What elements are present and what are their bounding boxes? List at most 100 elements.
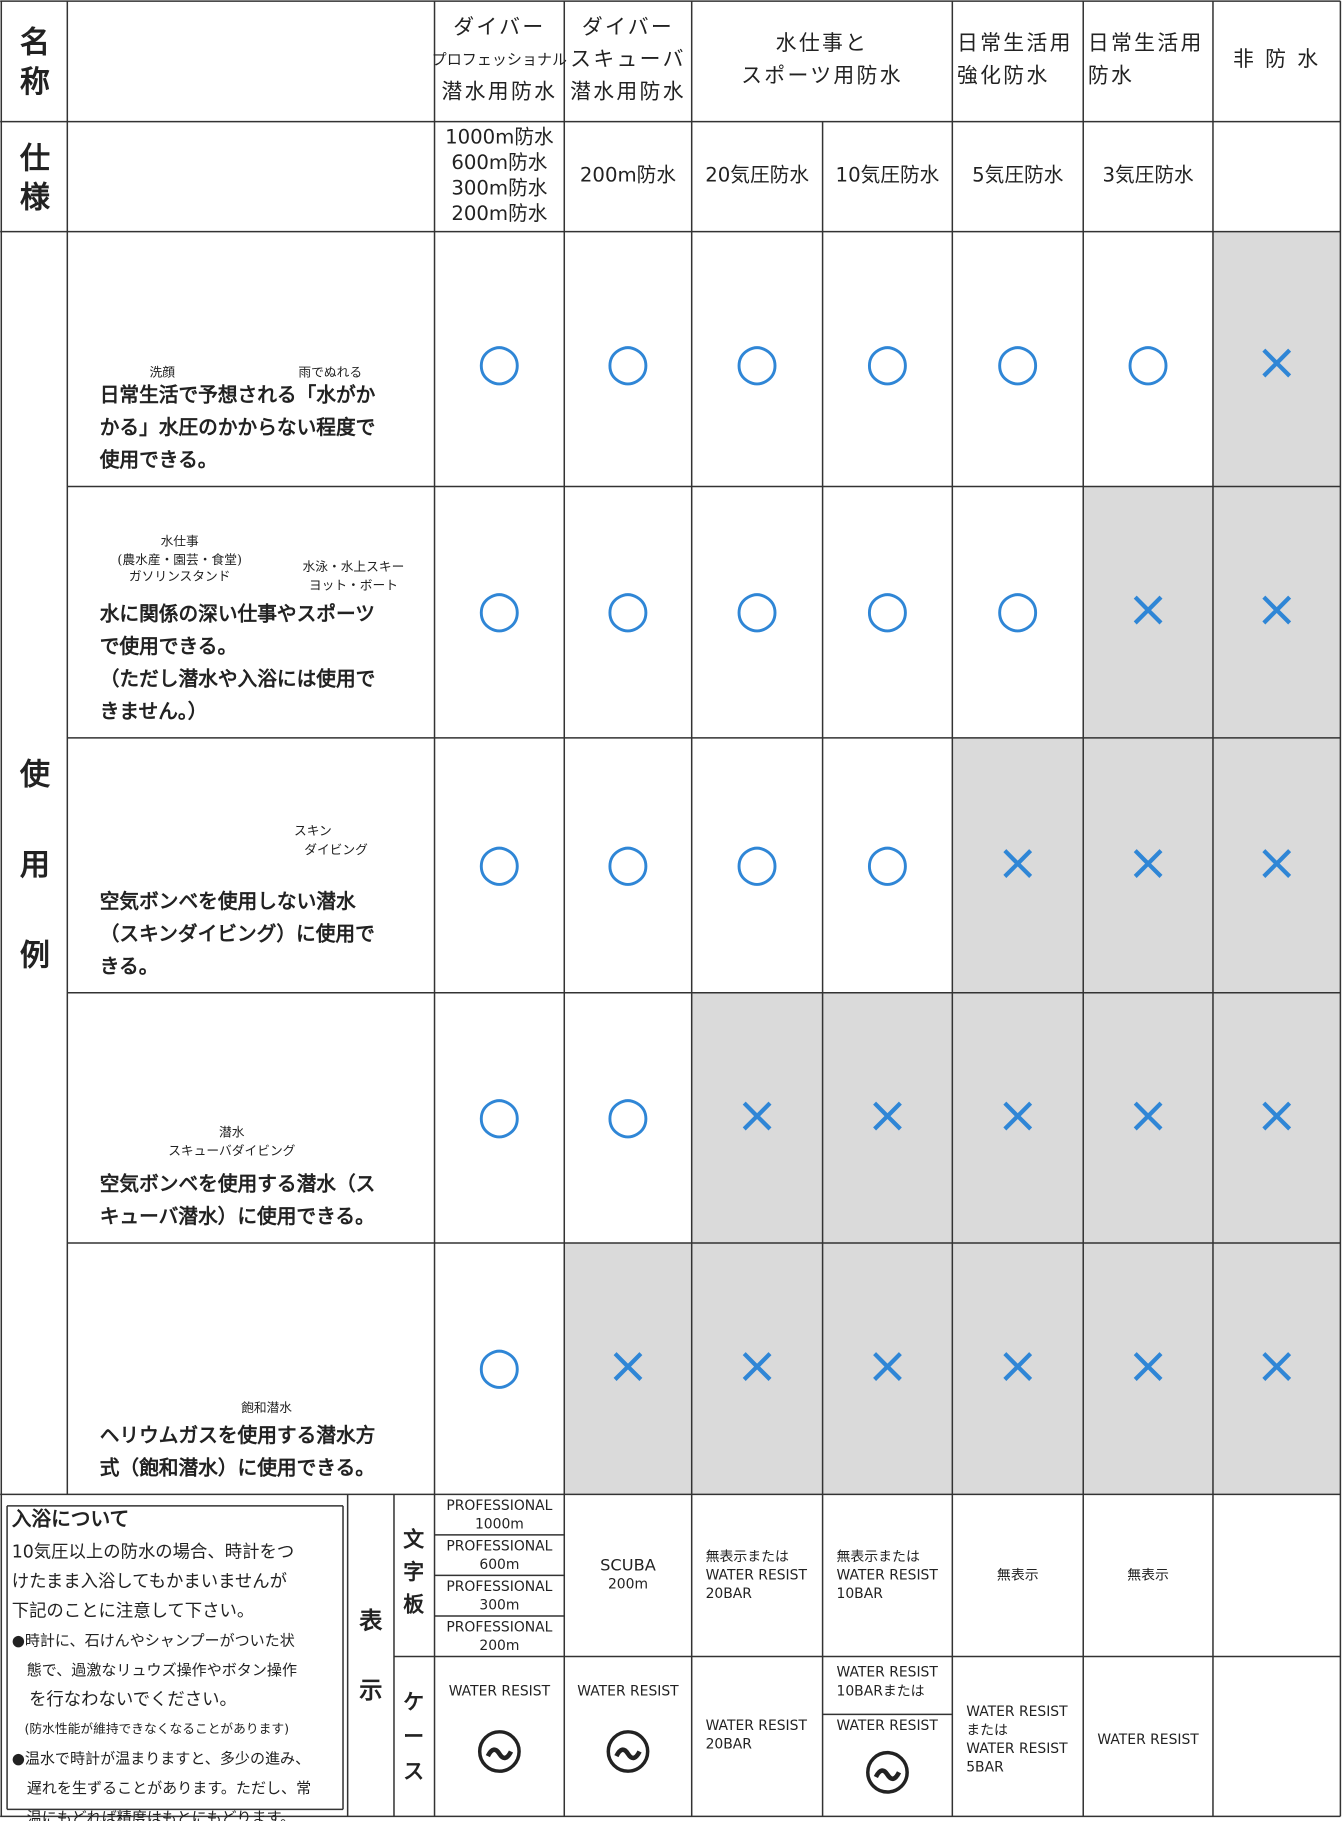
dial-text: 無表示または (836, 1549, 919, 1565)
caption: ダイビング (304, 843, 368, 858)
case-text: WATER RESIST (706, 1718, 808, 1734)
spec: 1000m防水 (445, 125, 554, 148)
column-name: 日常生活用 (1088, 31, 1204, 55)
suitability-mark: × (1127, 580, 1170, 639)
dial-text: 600m (479, 1557, 519, 1573)
usage-description: 空気ボンベを使用しない潜水 (100, 890, 356, 913)
usage-description: ヘリウムガスを使用する潜水方 (100, 1424, 376, 1447)
spec: 10気圧防水 (836, 164, 940, 187)
dial-text: PROFESSIONAL (446, 1620, 552, 1636)
spec: 200m防水 (580, 164, 676, 187)
note-line: ●時計に、石けんやシャンプーがついた状 (12, 1631, 295, 1649)
suitability-mark: × (1127, 1086, 1170, 1145)
case-text: または (966, 1723, 1008, 1739)
side-label: ス (403, 1759, 424, 1783)
caption: スキン (294, 824, 332, 839)
case-text: 5BAR (966, 1760, 1004, 1776)
suitability-mark: ○ (606, 580, 650, 639)
caption: ヨット・ボート (309, 579, 398, 594)
usage-description: 水に関係の深い仕事やスポーツ (100, 603, 375, 626)
side-label: 例 (20, 938, 50, 973)
shade (564, 1242, 692, 1495)
dial-text: 200m (608, 1577, 648, 1593)
spec: 200m防水 (451, 202, 547, 225)
case-text: 20BAR (706, 1737, 753, 1753)
caption: (農水産・園芸・食堂) (117, 552, 242, 568)
note-line: 温にもどれば精度はもとにもどります。 (12, 1809, 295, 1821)
column-name: 日常生活用 (957, 31, 1073, 55)
case-text: 10BARまたは (836, 1683, 924, 1699)
usage-description: （スキンダイビング）に使用で (100, 922, 375, 945)
suitability-mark: × (866, 1086, 909, 1145)
column-name: 強化防水 (957, 63, 1050, 87)
suitability-mark: × (1255, 833, 1298, 892)
suitability-mark: ○ (477, 333, 521, 392)
shade (952, 737, 1084, 1495)
side-label: 文 (403, 1528, 424, 1552)
suitability-mark: × (1127, 1337, 1170, 1396)
usage-description: 空気ボンベを使用する潜水（ス (100, 1173, 376, 1196)
usage-description: キューバ潜水）に使用できる。 (100, 1205, 375, 1228)
side-label: ケ (403, 1690, 424, 1714)
dial-text: 300m (479, 1598, 519, 1614)
spec: 5気圧防水 (972, 164, 1064, 187)
suitability-mark: × (736, 1086, 779, 1145)
column-name: スポーツ用防水 (741, 63, 903, 87)
dial-text: 1000m (475, 1516, 524, 1532)
side-label: 板 (403, 1593, 424, 1617)
suitability-mark: × (736, 1337, 779, 1396)
side-label: 表 (359, 1608, 383, 1634)
spec: 20気圧防水 (705, 164, 809, 187)
column-name: 潜水用防水 (441, 80, 557, 104)
case-emblem-wave (485, 1747, 514, 1761)
suitability-mark: ○ (606, 833, 650, 892)
usage-description: 使用できる。 (99, 449, 218, 472)
suitability-mark: × (996, 1086, 1039, 1145)
suitability-mark: ○ (477, 1086, 521, 1145)
suitability-mark: × (1255, 1337, 1298, 1396)
caption: 雨でぬれる (298, 366, 362, 381)
spec: 600m防水 (451, 151, 547, 174)
column-name: 潜水用防水 (570, 80, 686, 104)
dial-text: 10BAR (836, 1586, 883, 1602)
suitability-mark: × (866, 1337, 909, 1396)
suitability-mark: ○ (735, 580, 779, 639)
suitability-mark: × (1255, 580, 1298, 639)
caption: 飽和潜水 (241, 1401, 292, 1416)
caption: 潜水 (219, 1125, 245, 1140)
suitability-mark: ○ (477, 833, 521, 892)
suitability-mark: × (996, 833, 1039, 892)
note-line: ●温水で時計が温まりますと、多少の進み、 (12, 1750, 310, 1768)
suitability-mark: × (1255, 333, 1298, 392)
suitability-mark: ○ (477, 1337, 521, 1396)
suitability-mark: ○ (865, 580, 909, 639)
case-text: WATER RESIST (966, 1704, 1068, 1720)
dial-text: SCUBA (600, 1556, 656, 1575)
side-label: 示 (359, 1678, 382, 1704)
column-name: 水仕事と (776, 31, 869, 55)
suitability-mark: ○ (606, 1086, 650, 1145)
dial-text: PROFESSIONAL (446, 1538, 552, 1554)
suitability-mark: ○ (606, 333, 650, 392)
suitability-mark: ○ (996, 333, 1040, 392)
dial-text: WATER RESIST (836, 1567, 938, 1583)
side-label: 名 (20, 26, 50, 61)
suitability-mark: ○ (865, 833, 909, 892)
note-title: 入浴について (12, 1507, 130, 1530)
usage-description: きる。 (100, 955, 159, 978)
usage-description: きません。） (100, 700, 208, 723)
dial-text: 20BAR (706, 1586, 753, 1602)
case-emblem-wave (614, 1747, 642, 1761)
usage-description: 式（飽和潜水）に使用できる。 (100, 1456, 375, 1479)
case-text: WATER RESIST (966, 1741, 1068, 1757)
side-label: 仕 (19, 141, 50, 176)
note-line: 下記のことに注意して下さい。 (12, 1601, 255, 1621)
note-line: (防水性能が維持できなくなることがあります) (12, 1721, 289, 1737)
note-line: 態で、過激なリュウズ操作やボタン操作 (12, 1661, 297, 1679)
spec: 300m防水 (451, 176, 547, 199)
side-label: 用 (20, 848, 50, 883)
caption: 水泳・水上スキー (302, 560, 404, 575)
column-name: 防水 (1088, 63, 1134, 87)
shade (1212, 231, 1341, 1495)
